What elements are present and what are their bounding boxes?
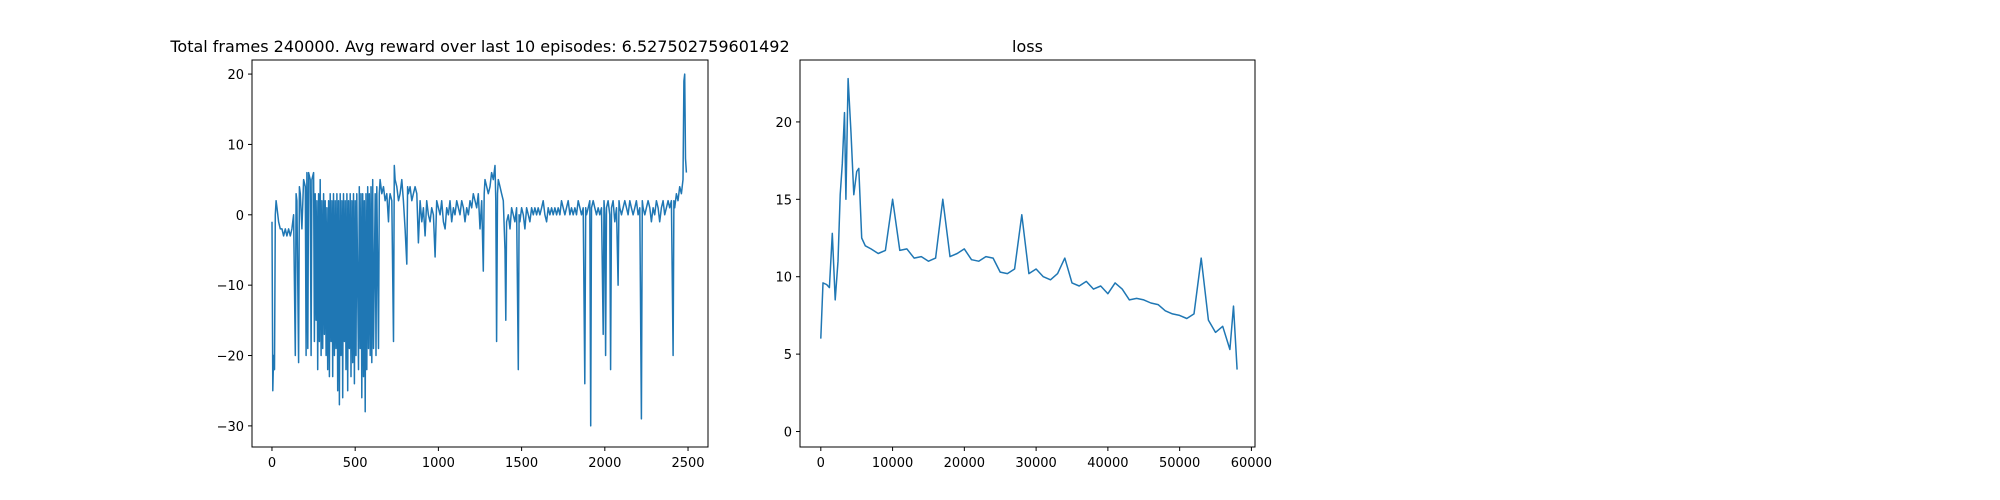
- reward-series-line: [271, 73, 688, 427]
- loss-chart-title: loss: [1012, 37, 1043, 56]
- reward-chart-title: Total frames 240000. Avg reward over las…: [169, 37, 789, 56]
- reward-y-tick-label: 20: [227, 68, 244, 83]
- reward-y-tick-label: 10: [227, 138, 244, 153]
- loss-y-tick-label: 20: [775, 116, 792, 131]
- loss-x-tick-label: 40000: [1087, 456, 1128, 471]
- reward-y-tick-label: −30: [217, 420, 244, 435]
- loss-y-tick-label: 15: [775, 193, 792, 208]
- loss-plot-frame: [799, 59, 1256, 448]
- reward-y-tick-label: −20: [217, 350, 244, 365]
- reward-x-tick-label: 1000: [422, 456, 455, 471]
- loss-y-tick-label: 0: [784, 426, 792, 441]
- loss-y-tick-label: 10: [775, 271, 792, 286]
- reward-y-tick-label: −10: [217, 279, 244, 294]
- reward-x-tick-label: 0: [268, 456, 276, 471]
- loss-x-tick-label: 30000: [1015, 456, 1056, 471]
- loss-chart-axes: loss 0 10000 20000 30000 40000 50000 60000 0 5 10 1…: [775, 37, 1272, 471]
- reward-x-tick-label: 2000: [588, 456, 621, 471]
- loss-x-tick-label: 0: [817, 456, 825, 471]
- loss-x-tick-label: 50000: [1159, 456, 1200, 471]
- loss-x-tick-label: 60000: [1231, 456, 1272, 471]
- reward-x-tick-label: 1500: [505, 456, 538, 471]
- loss-x-tick-label: 20000: [944, 456, 985, 471]
- reward-y-tick-label: 0: [236, 209, 244, 224]
- reward-plot-frame: [251, 59, 709, 448]
- loss-series-line: [820, 77, 1238, 370]
- reward-x-tick-label: 500: [343, 456, 368, 471]
- loss-x-tick-label: 10000: [872, 456, 913, 471]
- reward-x-tick-label: 2500: [671, 456, 704, 471]
- loss-y-tick-label: 5: [784, 348, 792, 363]
- reward-chart-axes: Total frames 240000. Avg reward over las…: [169, 37, 789, 471]
